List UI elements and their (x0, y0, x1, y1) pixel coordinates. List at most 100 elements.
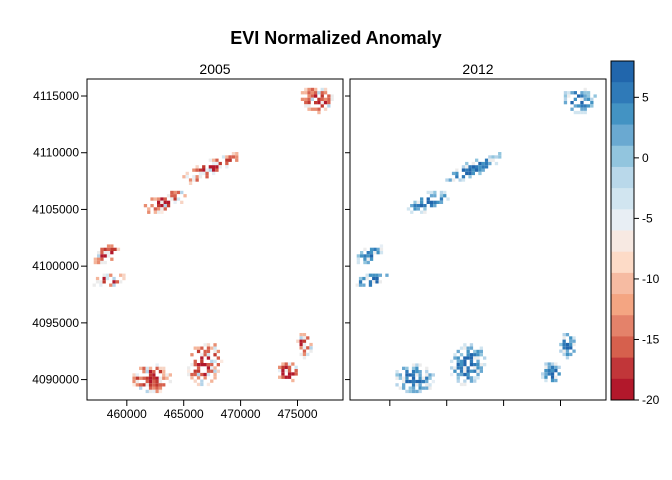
raster-cell (466, 369, 470, 373)
raster-cell (408, 389, 412, 394)
colorbar-segment (611, 61, 634, 83)
raster-cell (569, 336, 573, 340)
raster-cell (580, 110, 584, 115)
raster-cell (327, 97, 331, 101)
raster-cell (461, 175, 466, 179)
raster-cell (491, 155, 495, 159)
panel-2012: 2012 (349, 61, 607, 401)
raster-cell (583, 110, 587, 115)
raster-cell (469, 379, 474, 383)
raster-cell (327, 101, 331, 105)
raster-cell (562, 339, 566, 343)
raster-cell (439, 194, 444, 198)
raster-cell (431, 379, 435, 384)
colorbar-segment (611, 166, 634, 189)
raster-cell (291, 372, 295, 376)
raster-cell (463, 366, 467, 370)
raster-cell (304, 87, 308, 92)
raster-cell (281, 375, 285, 379)
raster-cell (466, 349, 470, 354)
raster-cell (583, 107, 587, 111)
raster-cell (366, 260, 370, 265)
raster-cell (153, 197, 157, 201)
raster-cell (135, 376, 139, 380)
raster-cell (148, 366, 153, 370)
raster-cell (180, 200, 184, 204)
raster-cell (450, 366, 454, 370)
raster-cell (163, 197, 167, 201)
raster-cell (327, 94, 331, 98)
raster-cell (294, 365, 298, 369)
raster-cell (148, 389, 153, 394)
raster-cell (465, 168, 469, 172)
raster-cell (423, 204, 427, 208)
raster-cell (317, 91, 321, 95)
raster-cell (416, 207, 420, 211)
raster-cell (206, 366, 211, 370)
raster-cell (570, 107, 574, 111)
raster-cell (317, 107, 321, 111)
raster-cell (190, 353, 194, 357)
raster-cell (213, 369, 217, 373)
raster-cell (463, 382, 467, 387)
raster-cell (132, 373, 136, 377)
raster-cell (306, 336, 310, 340)
raster-cell (415, 379, 419, 384)
raster-cell (402, 366, 406, 370)
raster-cell (369, 251, 374, 255)
raster-cell (158, 389, 163, 394)
raster-cell (563, 101, 568, 105)
raster-cell (425, 379, 429, 384)
raster-cell (580, 91, 584, 95)
raster-cell (231, 152, 236, 156)
colorbar-segment (611, 209, 634, 231)
raster-cell (544, 375, 548, 379)
raster-cell (550, 372, 555, 376)
raster-cell (294, 372, 298, 376)
raster-cell (453, 353, 457, 357)
raster-cell (206, 349, 211, 354)
raster-cell (185, 171, 189, 176)
raster-cell (157, 197, 161, 201)
raster-cell (139, 386, 143, 390)
raster-cell (459, 372, 464, 377)
raster-cell (363, 247, 367, 251)
raster-cell (429, 190, 434, 195)
raster-cell (476, 372, 480, 377)
raster-cell (458, 178, 462, 182)
raster-cell (463, 346, 467, 350)
raster-cell (570, 101, 574, 105)
raster-cell (152, 383, 156, 387)
raster-cell (463, 369, 467, 373)
raster-cell (284, 375, 288, 379)
raster-cell (583, 91, 587, 95)
raster-cell (453, 356, 457, 360)
raster-cell (155, 376, 159, 380)
colorbar-segment (611, 82, 634, 104)
raster-cell (415, 389, 419, 394)
raster-cell (287, 362, 292, 366)
raster-cell (213, 366, 217, 370)
raster-cell (425, 376, 429, 380)
raster-cell (287, 375, 292, 379)
raster-cell (195, 178, 199, 182)
raster-cell (162, 366, 166, 370)
raster-cell (586, 104, 591, 108)
raster-cell (202, 171, 206, 176)
raster-cell (577, 104, 581, 108)
raster-cell (428, 383, 432, 387)
raster-cell (173, 197, 177, 201)
raster-cell (102, 273, 106, 277)
raster-cell (200, 379, 204, 383)
raster-cell (416, 200, 420, 204)
raster-cell (469, 363, 474, 367)
raster-cell (379, 251, 384, 255)
raster-cell (563, 94, 568, 98)
raster-cell (142, 366, 146, 370)
raster-cell (103, 260, 107, 265)
raster-cell (562, 349, 566, 353)
raster-cell (550, 378, 555, 383)
raster-cell (168, 379, 172, 384)
colorbar-segment (611, 188, 634, 210)
raster-cell (195, 168, 199, 172)
